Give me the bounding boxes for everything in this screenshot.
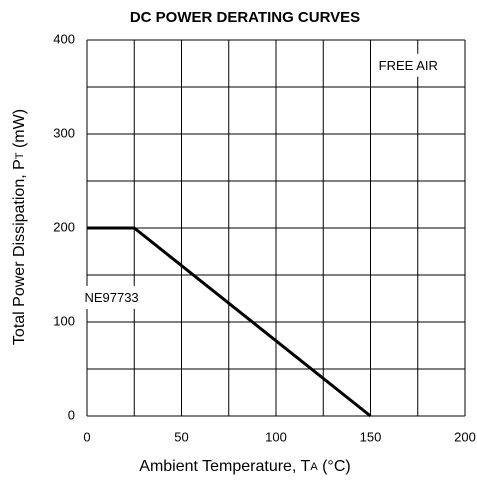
- y-axis-label: Total Power Dissipation, PT (mW): [11, 109, 28, 345]
- y-tick-label: 400: [53, 31, 75, 46]
- y-tick-label: 0: [68, 407, 75, 422]
- x-axis-label: Ambient Temperature, TA (°C): [139, 458, 350, 475]
- annotation: FREE AIR: [379, 58, 438, 73]
- x-tick-label: 150: [360, 429, 382, 444]
- annotation-background: [78, 285, 145, 309]
- annotation-background: [372, 53, 444, 77]
- y-tick-label: 200: [53, 219, 75, 234]
- y-tick-label: 100: [53, 313, 75, 328]
- x-tick-label: 100: [265, 429, 287, 444]
- x-tick-label: 50: [174, 429, 188, 444]
- data-line: [87, 226, 372, 418]
- x-tick-label: 0: [83, 429, 90, 444]
- y-tick-label: 300: [53, 125, 75, 140]
- x-tick-label: 200: [454, 429, 476, 444]
- annotation: NE97733: [84, 290, 138, 305]
- chart-title: DC POWER DERATING CURVES: [130, 9, 360, 26]
